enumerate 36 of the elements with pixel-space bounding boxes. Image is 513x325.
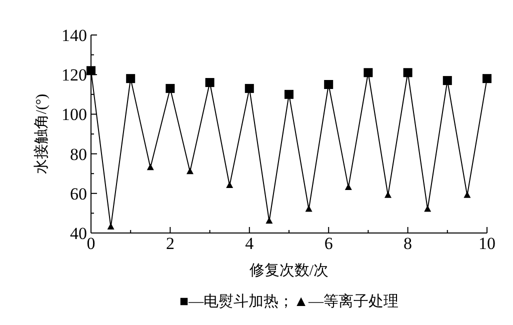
x-tick-label: 8 bbox=[404, 234, 412, 253]
point bbox=[126, 74, 136, 84]
x-tick-label: 10 bbox=[478, 234, 496, 253]
y-tick-label: 140 bbox=[62, 26, 87, 45]
y-tick-label: 120 bbox=[62, 66, 87, 85]
point bbox=[344, 183, 352, 190]
point bbox=[464, 191, 471, 198]
point bbox=[384, 191, 392, 198]
y-tick-label: 40 bbox=[70, 224, 87, 243]
y-tick-label: 80 bbox=[70, 144, 87, 164]
point bbox=[284, 90, 294, 99]
x-axis-title: 修复次数/次 bbox=[249, 262, 329, 279]
point bbox=[442, 76, 452, 86]
point bbox=[482, 74, 492, 84]
point bbox=[364, 68, 373, 78]
point bbox=[226, 181, 234, 188]
point bbox=[186, 168, 194, 174]
point bbox=[403, 68, 412, 78]
x-tick-label: 6 bbox=[324, 234, 333, 253]
point bbox=[266, 217, 273, 224]
point bbox=[86, 66, 96, 76]
x-tick-label: 0 bbox=[86, 234, 96, 253]
point bbox=[205, 78, 214, 88]
point bbox=[324, 80, 334, 89]
point bbox=[305, 205, 312, 212]
y-tick-label: 60 bbox=[70, 184, 87, 204]
point bbox=[107, 223, 114, 230]
y-axis-title: 水接触角/(°) bbox=[33, 94, 50, 174]
point bbox=[146, 164, 154, 170]
y-tick-label: 100 bbox=[62, 105, 87, 124]
text: ■—电熨斗加热；▲—等离子处理 bbox=[180, 293, 398, 310]
x-tick-label: 4 bbox=[245, 234, 254, 253]
point bbox=[166, 84, 175, 93]
point bbox=[244, 84, 254, 93]
point bbox=[424, 205, 432, 212]
x-tick-label: 2 bbox=[166, 234, 174, 253]
